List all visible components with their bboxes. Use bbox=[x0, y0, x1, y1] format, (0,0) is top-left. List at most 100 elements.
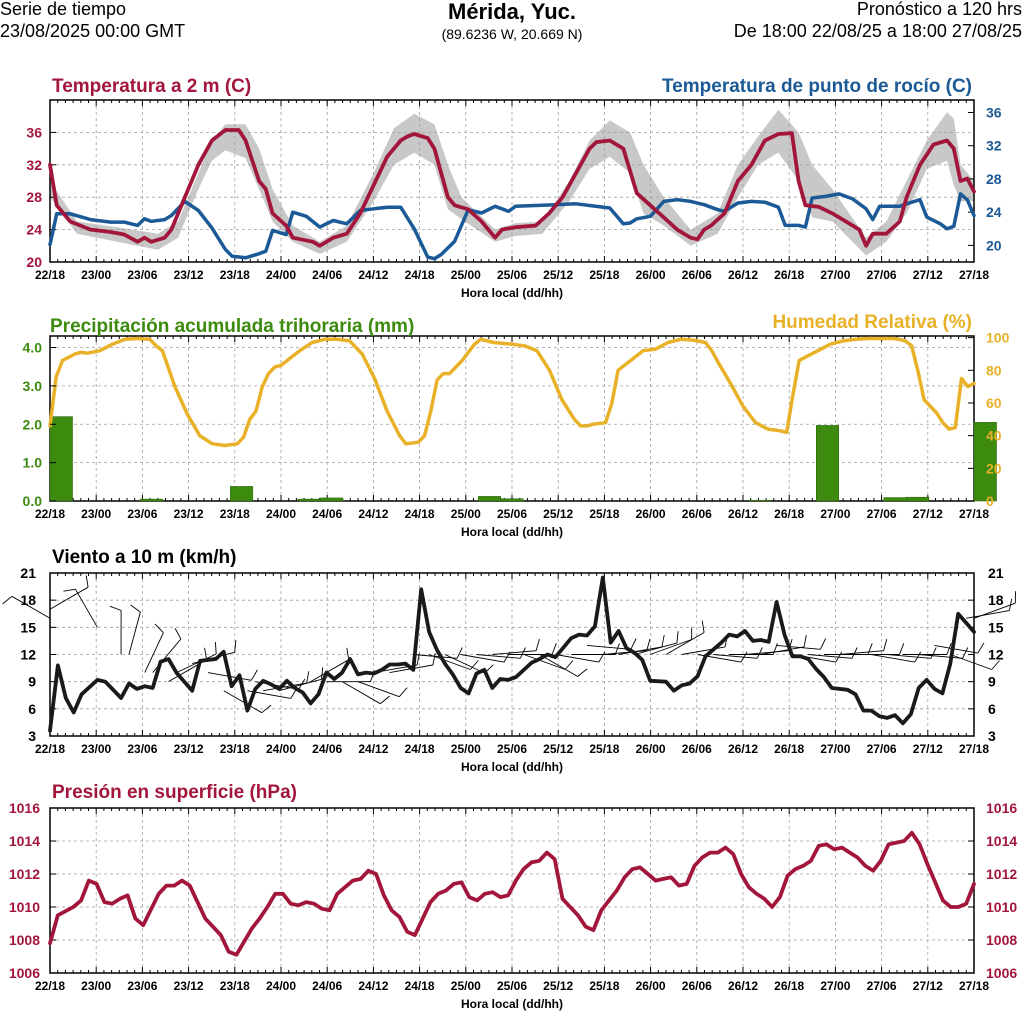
humidity-title: Humedad Relativa (%) bbox=[772, 312, 972, 333]
wind-barb bbox=[934, 645, 978, 654]
x-tick-label: 23/18 bbox=[220, 507, 250, 521]
x-tick-label: 25/06 bbox=[497, 979, 527, 993]
wind-barb bbox=[144, 632, 164, 673]
wind-barb bbox=[634, 642, 678, 655]
wind-barb-flag bbox=[63, 588, 76, 592]
x-tick-label: 24/06 bbox=[312, 507, 342, 521]
wind-barb-flag bbox=[174, 628, 182, 640]
x-tick-label: 27/12 bbox=[913, 979, 943, 993]
x-tick-label: 23/18 bbox=[220, 268, 250, 282]
x-tick-label: 25/00 bbox=[451, 507, 481, 521]
humidity-line bbox=[48, 336, 976, 448]
wind-barb bbox=[808, 654, 853, 659]
wind-barb bbox=[602, 650, 647, 655]
wind-barb-flag bbox=[346, 647, 350, 660]
x-tick-label: 27/18 bbox=[959, 268, 989, 282]
x-tick-label: 23/18 bbox=[220, 979, 250, 993]
wind-barb-flag bbox=[154, 623, 164, 634]
y-tick-label-right: 6 bbox=[988, 701, 996, 717]
wind-barb bbox=[966, 610, 1010, 619]
x-tick-label: 25/06 bbox=[497, 268, 527, 282]
x-tick-label: 27/00 bbox=[820, 268, 850, 282]
x-tick-label: 27/00 bbox=[820, 979, 850, 993]
x-tick-label: 26/00 bbox=[636, 979, 666, 993]
wind-barb bbox=[839, 650, 884, 655]
x-tick-label: 23/12 bbox=[174, 742, 204, 756]
wind-barb bbox=[681, 646, 726, 655]
wind-barb bbox=[744, 650, 789, 655]
y-tick-label-right: 60 bbox=[986, 395, 1002, 411]
wind-barb bbox=[11, 595, 51, 619]
forecast-period: De 18:00 22/08/25 a 18:00 27/08/25 bbox=[733, 21, 1022, 41]
precip-bar bbox=[139, 498, 163, 502]
x-tick-label: 22/18 bbox=[35, 507, 65, 521]
x-tick-label: 27/06 bbox=[867, 268, 897, 282]
x-tick-label: 23/12 bbox=[174, 979, 204, 993]
wind-barb-flag bbox=[701, 620, 705, 633]
wind-barb bbox=[555, 654, 599, 663]
x-tick-label: 23/00 bbox=[81, 507, 111, 521]
x-tick-label: 24/00 bbox=[266, 507, 296, 521]
wind-barb bbox=[665, 632, 705, 655]
wind-barb-flag bbox=[204, 647, 208, 660]
precip-bar bbox=[320, 497, 344, 502]
x-axis-label: Hora local (dd/hh) bbox=[461, 525, 563, 539]
y-tick-label-left: 3.0 bbox=[23, 378, 43, 394]
x-tick-label: 26/12 bbox=[728, 268, 758, 282]
wind-barb bbox=[75, 588, 98, 628]
x-tick-label: 24/00 bbox=[266, 979, 296, 993]
x-tick-label: 26/00 bbox=[636, 268, 666, 282]
precip-bar bbox=[815, 425, 840, 502]
y-tick-label-right: 1010 bbox=[986, 899, 1017, 915]
y-tick-label-right: 100 bbox=[986, 330, 1010, 346]
x-tick-label: 25/12 bbox=[543, 507, 573, 521]
x-tick-label: 26/06 bbox=[682, 507, 712, 521]
x-tick-label: 26/06 bbox=[682, 268, 712, 282]
x-tick-label: 26/12 bbox=[728, 979, 758, 993]
y-tick-label-left: 24 bbox=[26, 222, 42, 238]
y-tick-label-left: 6 bbox=[28, 701, 36, 717]
wind-barb-flag bbox=[261, 704, 272, 714]
wind-barb-flag bbox=[803, 635, 807, 647]
wind-barb-flag bbox=[456, 647, 463, 659]
wind-barb bbox=[476, 654, 521, 659]
x-tick-label: 25/12 bbox=[543, 979, 573, 993]
x-tick-label: 24/06 bbox=[312, 268, 342, 282]
y-tick-label-right: 1012 bbox=[986, 866, 1017, 882]
x-tick-label: 23/12 bbox=[174, 507, 204, 521]
x-tick-label: 23/18 bbox=[220, 742, 250, 756]
wind-barb-flag bbox=[867, 643, 873, 655]
temperature-title: Temperatura a 2 m (C) bbox=[52, 76, 251, 97]
wind-barb bbox=[357, 681, 400, 698]
x-tick-label: 27/18 bbox=[959, 979, 989, 993]
wind-barb bbox=[887, 654, 932, 659]
dewpoint-line bbox=[48, 192, 976, 261]
x-tick-label: 26/12 bbox=[728, 742, 758, 756]
x-tick-label: 25/06 bbox=[497, 742, 527, 756]
wind-barb bbox=[871, 654, 915, 663]
y-tick-label-right: 24 bbox=[986, 204, 1002, 220]
x-tick-label: 26/18 bbox=[774, 268, 804, 282]
wind-barb-flag bbox=[398, 687, 408, 697]
wind-barb-flag bbox=[883, 638, 888, 651]
x-tick-label: 24/18 bbox=[405, 507, 435, 521]
y-tick-label-left: 12 bbox=[20, 647, 36, 663]
x-tick-label: 26/06 bbox=[682, 742, 712, 756]
x-tick-label: 24/18 bbox=[405, 742, 435, 756]
pressure-title: Presión en superficie (hPa) bbox=[52, 782, 297, 803]
x-axis-label: Hora local (dd/hh) bbox=[461, 760, 563, 774]
wind-barb-flag bbox=[432, 653, 436, 666]
wind-barb-flag bbox=[991, 660, 1000, 670]
x-tick-label: 27/18 bbox=[959, 507, 989, 521]
header-right: Pronóstico a 120 hrs De 18:00 22/08/25 a… bbox=[734, 0, 1022, 42]
wind-barb bbox=[950, 654, 992, 670]
y-tick-label-right: 20 bbox=[986, 460, 1002, 476]
x-tick-label: 23/12 bbox=[174, 268, 204, 282]
y-tick-label-left: 9 bbox=[28, 674, 36, 690]
wind-barb-flag bbox=[234, 640, 237, 653]
x-tick-label: 27/06 bbox=[867, 742, 897, 756]
header-center: Mérida, Yuc. (89.6236 W, 20.669 N) bbox=[0, 0, 1024, 43]
wind-barb-flag bbox=[598, 651, 606, 663]
y-tick-label-right: 18 bbox=[988, 592, 1004, 608]
